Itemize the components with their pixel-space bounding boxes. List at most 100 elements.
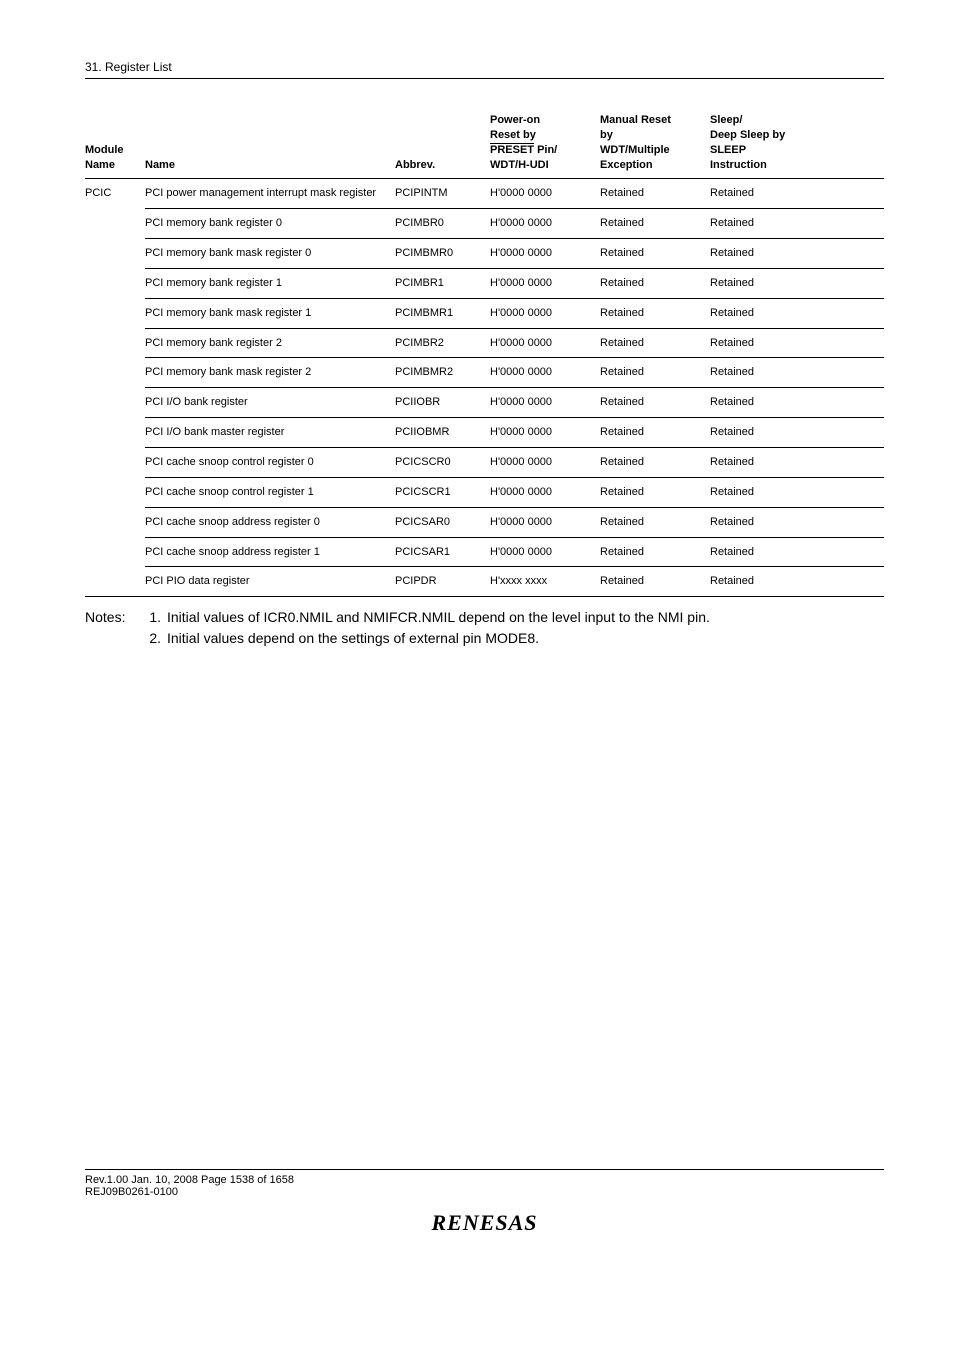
cell-sleep: Retained — [710, 179, 884, 209]
cell-sleep: Retained — [710, 358, 884, 388]
cell-manual: Retained — [600, 388, 710, 418]
cell-power: H'0000 0000 — [490, 328, 600, 358]
header-text: Pin/ — [534, 144, 557, 156]
notes-block: Notes: 1. Initial values of ICR0.NMIL an… — [85, 607, 884, 649]
table-row: PCI memory bank mask register 1PCIMBMR1H… — [85, 298, 884, 328]
header-text: WDT/H-UDI — [490, 159, 549, 171]
cell-manual: Retained — [600, 298, 710, 328]
cell-abbrev: PCIPINTM — [395, 179, 490, 209]
table-row: PCI I/O bank master registerPCIIOBMRH'00… — [85, 418, 884, 448]
cell-manual: Retained — [600, 209, 710, 239]
cell-abbrev: PCIMBR0 — [395, 209, 490, 239]
cell-sleep: Retained — [710, 537, 884, 567]
cell-power: H'0000 0000 — [490, 179, 600, 209]
cell-abbrev: PCIIOBMR — [395, 418, 490, 448]
cell-name: PCI memory bank mask register 2 — [145, 358, 395, 388]
table-row: PCI I/O bank registerPCIIOBRH'0000 0000R… — [85, 388, 884, 418]
cell-sleep: Retained — [710, 388, 884, 418]
col-header-power: Power-on Reset by PRESET Pin/ WDT/H-UDI — [490, 107, 600, 179]
cell-module — [85, 328, 145, 358]
cell-power: H'0000 0000 — [490, 447, 600, 477]
cell-power: H'xxxx xxxx — [490, 567, 600, 597]
cell-name: PCI cache snoop address register 0 — [145, 507, 395, 537]
section-header: 31. Register List — [85, 60, 884, 79]
table-row: PCI cache snoop control register 1PCICSC… — [85, 477, 884, 507]
note-number: 2. — [143, 628, 167, 649]
notes-label-empty — [85, 628, 143, 649]
table-row: PCI memory bank mask register 2PCIMBMR2H… — [85, 358, 884, 388]
page-footer: Rev.1.00 Jan. 10, 2008 Page 1538 of 1658… — [85, 1169, 884, 1236]
header-text: Power-on — [490, 114, 540, 126]
cell-sleep: Retained — [710, 567, 884, 597]
cell-module — [85, 447, 145, 477]
note-number: 1. — [143, 607, 167, 628]
cell-abbrev: PCIMBR1 — [395, 268, 490, 298]
cell-sleep: Retained — [710, 418, 884, 448]
cell-manual: Retained — [600, 567, 710, 597]
cell-sleep: Retained — [710, 447, 884, 477]
col-header-manual: Manual Reset by WDT/Multiple Exception — [600, 107, 710, 179]
cell-module — [85, 358, 145, 388]
cell-sleep: Retained — [710, 328, 884, 358]
cell-name: PCI PIO data register — [145, 567, 395, 597]
cell-manual: Retained — [600, 537, 710, 567]
cell-power: H'0000 0000 — [490, 209, 600, 239]
cell-power: H'0000 0000 — [490, 537, 600, 567]
cell-sleep: Retained — [710, 268, 884, 298]
cell-name: PCI I/O bank master register — [145, 418, 395, 448]
cell-module — [85, 298, 145, 328]
cell-abbrev: PCIMBR2 — [395, 328, 490, 358]
table-row: PCI cache snoop address register 1PCICSA… — [85, 537, 884, 567]
header-text: Deep Sleep by — [710, 129, 785, 141]
cell-abbrev: PCICSCR1 — [395, 477, 490, 507]
cell-name: PCI memory bank register 1 — [145, 268, 395, 298]
note-text: Initial values depend on the settings of… — [167, 628, 884, 649]
cell-manual: Retained — [600, 447, 710, 477]
register-table: Module Name Name Abbrev. Power-on Reset … — [85, 107, 884, 597]
table-row: PCI cache snoop address register 0PCICSA… — [85, 507, 884, 537]
cell-abbrev: PCIPDR — [395, 567, 490, 597]
cell-manual: Retained — [600, 268, 710, 298]
cell-sleep: Retained — [710, 507, 884, 537]
header-text: Manual Reset — [600, 114, 671, 126]
cell-manual: Retained — [600, 477, 710, 507]
cell-abbrev: PCIMBMR1 — [395, 298, 490, 328]
cell-name: PCI cache snoop control register 1 — [145, 477, 395, 507]
cell-manual: Retained — [600, 358, 710, 388]
table-row: PCI memory bank register 1PCIMBR1H'0000 … — [85, 268, 884, 298]
footer-docid: REJ09B0261-0100 — [85, 1186, 884, 1198]
cell-name: PCI power management interrupt mask regi… — [145, 179, 395, 209]
cell-module — [85, 418, 145, 448]
table-row: PCI memory bank mask register 0PCIMBMR0H… — [85, 239, 884, 269]
cell-module — [85, 239, 145, 269]
header-text: WDT/Multiple — [600, 144, 670, 156]
cell-power: H'0000 0000 — [490, 388, 600, 418]
col-header-abbrev: Abbrev. — [395, 107, 490, 179]
cell-power: H'0000 0000 — [490, 358, 600, 388]
cell-manual: Retained — [600, 239, 710, 269]
cell-name: PCI memory bank mask register 1 — [145, 298, 395, 328]
cell-name: PCI cache snoop address register 1 — [145, 537, 395, 567]
cell-manual: Retained — [600, 507, 710, 537]
notes-label: Notes: — [85, 607, 143, 628]
cell-power: H'0000 0000 — [490, 507, 600, 537]
table-row: PCI PIO data registerPCIPDRH'xxxx xxxxRe… — [85, 567, 884, 597]
cell-module — [85, 537, 145, 567]
table-row: PCI memory bank register 2PCIMBR2H'0000 … — [85, 328, 884, 358]
col-header-sleep: Sleep/ Deep Sleep by SLEEP Instruction — [710, 107, 884, 179]
header-text: SLEEP — [710, 144, 746, 156]
header-text: PRESET — [490, 144, 534, 156]
cell-power: H'0000 0000 — [490, 239, 600, 269]
header-text: by — [600, 129, 613, 141]
cell-manual: Retained — [600, 179, 710, 209]
cell-manual: Retained — [600, 328, 710, 358]
note-text: Initial values of ICR0.NMIL and NMIFCR.N… — [167, 607, 884, 628]
col-header-name: Name — [145, 107, 395, 179]
cell-sleep: Retained — [710, 239, 884, 269]
cell-module: PCIC — [85, 179, 145, 209]
cell-module — [85, 477, 145, 507]
cell-power: H'0000 0000 — [490, 268, 600, 298]
table-row: PCI cache snoop control register 0PCICSC… — [85, 447, 884, 477]
table-row: PCI memory bank register 0PCIMBR0H'0000 … — [85, 209, 884, 239]
cell-abbrev: PCIMBMR0 — [395, 239, 490, 269]
